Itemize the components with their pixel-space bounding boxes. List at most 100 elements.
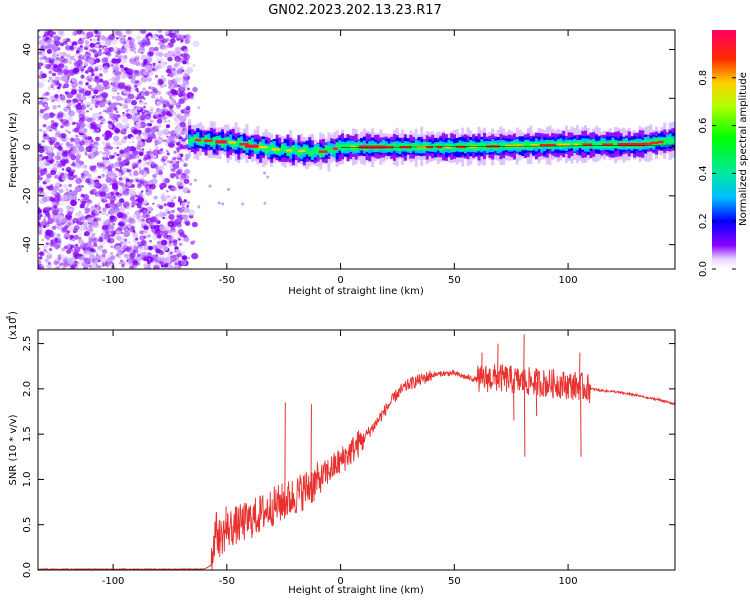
noise-dot xyxy=(136,80,143,86)
noise-dot xyxy=(71,238,76,242)
band-cell xyxy=(199,139,203,146)
noise-dot xyxy=(99,244,104,249)
noise-dot xyxy=(73,58,76,62)
noise-dot xyxy=(122,201,130,208)
noise-dot xyxy=(132,164,138,169)
noise-dot xyxy=(102,110,105,113)
noise-dot xyxy=(183,199,187,203)
spectrogram-ticks: -100 -50 0 50 100 -40 -20 0 20 40 xyxy=(22,30,675,286)
noise-dot xyxy=(162,211,168,217)
noise-dot xyxy=(178,208,184,214)
noise-dot xyxy=(138,169,145,175)
noise-dot xyxy=(128,172,132,176)
noise-dot xyxy=(135,105,142,111)
noise-dot xyxy=(74,82,79,86)
noise-dot xyxy=(125,228,129,231)
noise-dot xyxy=(95,73,100,77)
noise-dot xyxy=(79,222,83,226)
noise-dot xyxy=(100,163,105,168)
y-tick-label: 2.5 xyxy=(22,336,33,352)
noise-dot xyxy=(91,139,94,142)
noise-dot xyxy=(179,83,186,90)
noise-dot xyxy=(54,182,62,189)
noise-dot xyxy=(46,237,51,241)
noise-dot xyxy=(63,83,70,89)
noise-dot xyxy=(128,215,132,219)
noise-dot xyxy=(53,196,61,203)
noise-dot xyxy=(69,208,73,212)
noise-dot xyxy=(158,114,162,117)
noise-dot xyxy=(97,30,102,35)
noise-dot xyxy=(149,257,154,261)
noise-dot xyxy=(93,141,98,145)
noise-dot xyxy=(91,48,96,53)
band-cell xyxy=(526,142,530,150)
noise-dot xyxy=(162,104,167,108)
noise-dot xyxy=(64,245,68,250)
noise-dot xyxy=(155,51,161,57)
noise-dot xyxy=(121,172,124,175)
noise-dot xyxy=(165,111,171,116)
noise-dot xyxy=(183,58,189,63)
noise-dot xyxy=(184,157,189,162)
noise-dot xyxy=(63,40,68,45)
noise-dot xyxy=(66,206,70,210)
noise-dot xyxy=(135,261,138,264)
noise-dot xyxy=(168,50,176,57)
noise-dot xyxy=(77,47,81,51)
noise-dot xyxy=(91,214,96,218)
noise-dot xyxy=(146,45,149,48)
band-cell xyxy=(286,149,290,156)
noise-dot xyxy=(176,181,183,187)
noise-dot xyxy=(54,155,60,161)
noise-dot xyxy=(39,198,46,205)
noise-dot xyxy=(114,30,122,35)
noise-dot xyxy=(88,264,92,268)
noise-dot xyxy=(109,215,115,221)
noise-dot xyxy=(112,141,116,145)
noise-dot xyxy=(72,160,75,163)
noise-dot xyxy=(59,162,62,165)
noise-dot xyxy=(183,72,189,78)
noise-dot xyxy=(127,74,133,80)
noise-dot xyxy=(62,264,67,268)
noise-dot xyxy=(94,128,100,134)
noise-dot xyxy=(129,37,132,40)
noise-dot xyxy=(64,223,69,228)
noise-dot xyxy=(126,169,130,172)
noise-dot xyxy=(121,48,127,54)
noise-dot xyxy=(39,251,45,257)
noise-dot xyxy=(136,183,142,189)
noise-dot xyxy=(86,31,94,38)
noise-dot xyxy=(43,209,47,213)
noise-dot xyxy=(58,83,62,87)
hotspot xyxy=(271,148,280,151)
noise-dot xyxy=(148,108,154,114)
noise-dot xyxy=(118,54,123,59)
noise-dot xyxy=(39,56,44,61)
noise-dot xyxy=(102,51,106,55)
noise-dot xyxy=(67,258,73,263)
noise-dot xyxy=(155,169,162,176)
noise-dot xyxy=(79,140,86,146)
noise-dot xyxy=(162,228,169,234)
noise-dot xyxy=(187,190,191,194)
noise-dot xyxy=(152,244,158,250)
noise-dot xyxy=(81,175,84,178)
noise-dot xyxy=(181,255,188,261)
noise-dot xyxy=(132,62,136,65)
noise-dot xyxy=(140,108,146,114)
noise-dot xyxy=(85,203,90,207)
noise-dot xyxy=(177,154,181,159)
band-cell xyxy=(316,147,320,155)
noise-dot xyxy=(96,38,100,42)
noise-dot xyxy=(50,55,55,60)
noise-dot xyxy=(135,97,139,100)
noise-dot xyxy=(169,160,173,164)
noise-dot xyxy=(84,198,90,204)
noise-dot xyxy=(162,196,169,203)
noise-dot xyxy=(124,43,130,49)
noise-dot xyxy=(101,141,106,145)
noise-region xyxy=(38,30,270,269)
noise-dot xyxy=(107,192,111,196)
